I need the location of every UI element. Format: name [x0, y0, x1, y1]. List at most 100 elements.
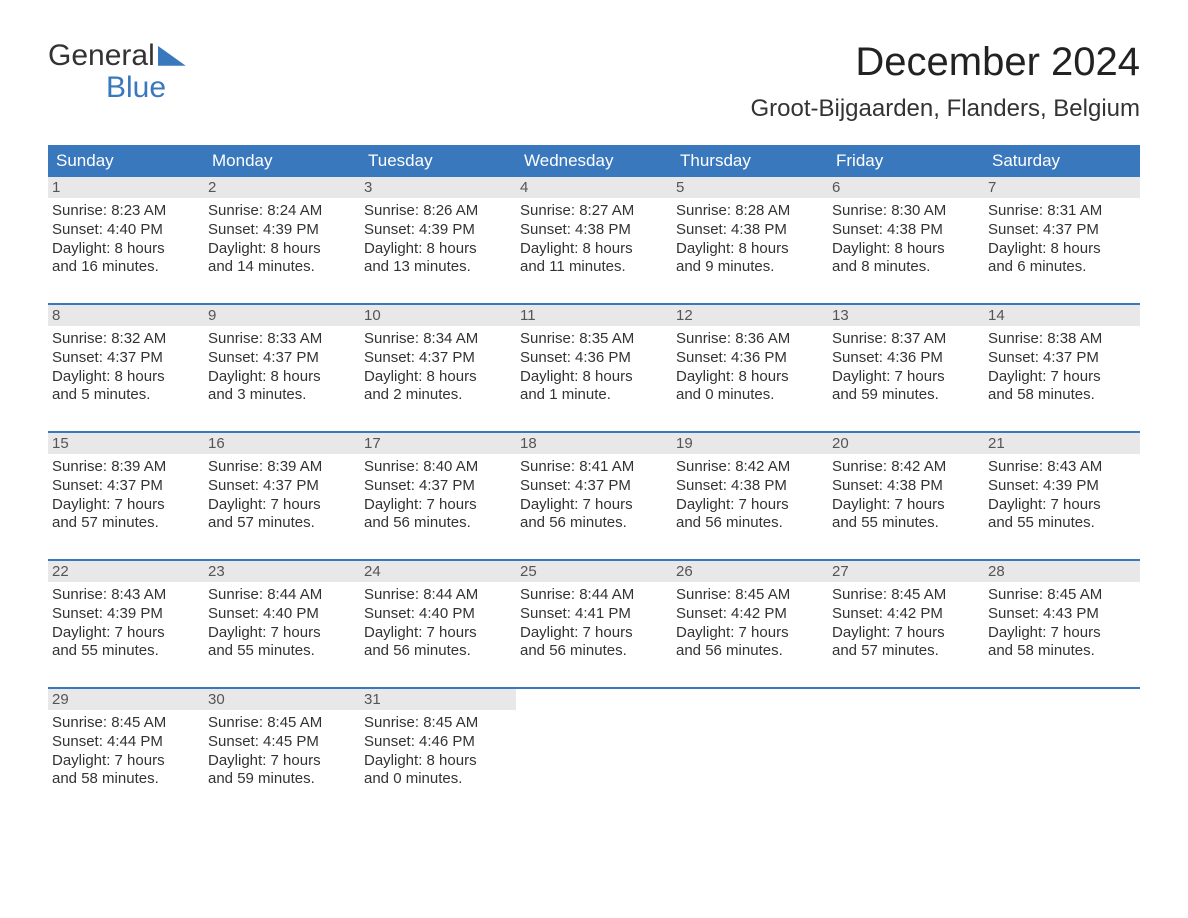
- and-word: and: [52, 258, 77, 275]
- day-number: 24: [360, 561, 516, 582]
- day-number: 26: [672, 561, 828, 582]
- daylight-label: Daylight:: [364, 368, 422, 385]
- daylight-minutes: 2 minutes: [393, 386, 458, 403]
- hours-word: hours: [439, 496, 477, 513]
- day-body: Sunrise: 8:45 AMSunset: 4:42 PMDaylight:…: [828, 582, 984, 665]
- sunrise-value: 8:45 AM: [111, 714, 166, 731]
- sunset-label: Sunset:: [832, 221, 883, 238]
- daylight-minutes: 56 minutes: [705, 514, 778, 531]
- day-body: Sunrise: 8:43 AMSunset: 4:39 PMDaylight:…: [48, 582, 204, 665]
- daylight-label: Daylight:: [676, 240, 734, 257]
- week-row: 15Sunrise: 8:39 AMSunset: 4:37 PMDayligh…: [48, 431, 1140, 545]
- daylight-minutes: 16 minutes: [81, 258, 154, 275]
- day-body: Sunrise: 8:42 AMSunset: 4:38 PMDaylight:…: [828, 454, 984, 537]
- daylight-line1: Daylight: 8 hours: [832, 240, 980, 259]
- day-body: Sunrise: 8:27 AMSunset: 4:38 PMDaylight:…: [516, 198, 672, 281]
- sunset-line: Sunset: 4:40 PM: [364, 605, 512, 624]
- sunset-line: Sunset: 4:42 PM: [676, 605, 824, 624]
- sunset-label: Sunset:: [832, 477, 883, 494]
- daylight-line1: Daylight: 7 hours: [52, 624, 200, 643]
- sunrise-label: Sunrise:: [832, 458, 887, 475]
- sunrise-label: Sunrise:: [52, 330, 107, 347]
- daylight-label: Daylight:: [52, 240, 110, 257]
- weeks-container: 1Sunrise: 8:23 AMSunset: 4:40 PMDaylight…: [48, 177, 1140, 801]
- sunset-line: Sunset: 4:37 PM: [988, 349, 1136, 368]
- hours-word: hours: [907, 496, 945, 513]
- sunset-value: 4:39 PM: [263, 221, 319, 238]
- sunrise-label: Sunrise:: [364, 586, 419, 603]
- daylight-hours: 8: [427, 368, 435, 385]
- day-number: 3: [360, 177, 516, 198]
- sunrise-value: 8:39 AM: [111, 458, 166, 475]
- month-title: December 2024: [750, 40, 1140, 85]
- sunset-value: 4:37 PM: [419, 349, 475, 366]
- sunset-value: 4:38 PM: [731, 221, 787, 238]
- sunset-line: Sunset: 4:37 PM: [52, 349, 200, 368]
- sunset-value: 4:38 PM: [731, 477, 787, 494]
- daylight-label: Daylight:: [520, 624, 578, 641]
- sunset-value: 4:46 PM: [419, 733, 475, 750]
- and-word: and: [364, 258, 389, 275]
- daylight-hours: 7: [271, 624, 279, 641]
- sunrise-value: 8:28 AM: [735, 202, 790, 219]
- sunrise-line: Sunrise: 8:45 AM: [208, 714, 356, 733]
- daylight-minutes: 0 minutes: [705, 386, 770, 403]
- sunset-value: 4:36 PM: [731, 349, 787, 366]
- and-word: and: [364, 386, 389, 403]
- location-subtitle: Groot-Bijgaarden, Flanders, Belgium: [750, 95, 1140, 123]
- and-word: and: [520, 386, 545, 403]
- day-number: 25: [516, 561, 672, 582]
- day-cell: 15Sunrise: 8:39 AMSunset: 4:37 PMDayligh…: [48, 433, 204, 545]
- weekday-header: Thursday: [672, 145, 828, 177]
- daylight-label: Daylight:: [52, 496, 110, 513]
- daylight-hours: 7: [427, 496, 435, 513]
- sunrise-label: Sunrise:: [676, 586, 731, 603]
- day-cell: 13Sunrise: 8:37 AMSunset: 4:36 PMDayligh…: [828, 305, 984, 417]
- logo-triangle-icon: [158, 46, 186, 66]
- day-number: [828, 689, 984, 710]
- day-body: Sunrise: 8:31 AMSunset: 4:37 PMDaylight:…: [984, 198, 1140, 281]
- and-word: and: [364, 770, 389, 787]
- day-body: Sunrise: 8:45 AMSunset: 4:44 PMDaylight:…: [48, 710, 204, 793]
- sunset-line: Sunset: 4:38 PM: [832, 221, 980, 240]
- sunrise-line: Sunrise: 8:39 AM: [52, 458, 200, 477]
- and-word: and: [52, 514, 77, 531]
- sunset-line: Sunset: 4:37 PM: [208, 349, 356, 368]
- and-word: and: [52, 642, 77, 659]
- daylight-line2: and 2 minutes.: [364, 386, 512, 405]
- sunset-label: Sunset:: [364, 349, 415, 366]
- sunrise-label: Sunrise:: [208, 330, 263, 347]
- day-body: Sunrise: 8:45 AMSunset: 4:42 PMDaylight:…: [672, 582, 828, 665]
- daylight-label: Daylight:: [832, 240, 890, 257]
- daylight-line2: and 55 minutes.: [208, 642, 356, 661]
- sunset-label: Sunset:: [364, 733, 415, 750]
- sunrise-line: Sunrise: 8:45 AM: [364, 714, 512, 733]
- daylight-minutes: 6 minutes: [1017, 258, 1082, 275]
- daylight-hours: 7: [895, 624, 903, 641]
- day-cell: 10Sunrise: 8:34 AMSunset: 4:37 PMDayligh…: [360, 305, 516, 417]
- sunrise-label: Sunrise:: [52, 202, 107, 219]
- day-body: Sunrise: 8:45 AMSunset: 4:43 PMDaylight:…: [984, 582, 1140, 665]
- and-word: and: [676, 642, 701, 659]
- sunset-line: Sunset: 4:39 PM: [364, 221, 512, 240]
- sunrise-label: Sunrise:: [676, 458, 731, 475]
- day-number: 1: [48, 177, 204, 198]
- sunset-label: Sunset:: [988, 349, 1039, 366]
- sunrise-value: 8:35 AM: [579, 330, 634, 347]
- sunrise-value: 8:36 AM: [735, 330, 790, 347]
- day-cell: 26Sunrise: 8:45 AMSunset: 4:42 PMDayligh…: [672, 561, 828, 673]
- sunset-value: 4:38 PM: [887, 477, 943, 494]
- sunrise-value: 8:24 AM: [267, 202, 322, 219]
- daylight-hours: 7: [271, 752, 279, 769]
- sunset-label: Sunset:: [52, 733, 103, 750]
- daylight-line2: and 57 minutes.: [52, 514, 200, 533]
- daylight-minutes: 14 minutes: [237, 258, 310, 275]
- and-word: and: [364, 642, 389, 659]
- sunrise-line: Sunrise: 8:44 AM: [520, 586, 668, 605]
- daylight-hours: 8: [271, 368, 279, 385]
- hours-word: hours: [283, 752, 321, 769]
- daylight-line1: Daylight: 7 hours: [364, 496, 512, 515]
- sunrise-line: Sunrise: 8:45 AM: [52, 714, 200, 733]
- hours-word: hours: [907, 240, 945, 257]
- sunset-label: Sunset:: [676, 221, 727, 238]
